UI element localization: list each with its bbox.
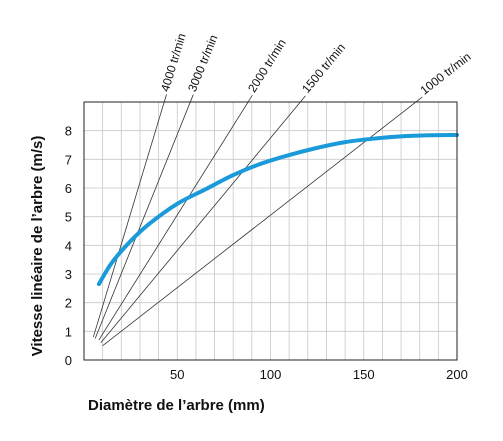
x-axis-title: Diamètre de l’arbre (mm) [88,397,265,414]
plot-area-frame [83,101,458,361]
y-tick-label: 6 [65,181,72,196]
rpm-reference-line [92,94,167,338]
rpm-label: 2000 tr/min [245,37,289,95]
rpm-reference-line [100,95,306,344]
rpm-label: 1500 tr/min [299,41,348,96]
x-tick-label: 200 [446,367,468,382]
y-tick-label: 5 [65,210,72,225]
rpm-label: 3000 tr/min [185,33,220,94]
y-tick-label: 7 [65,152,72,167]
x-tick-label: 100 [260,367,282,382]
y-tick-label: 2 [65,296,72,311]
x-axis-ticks: 50 100 150 200 [170,367,468,382]
rpm-label: 4000 tr/min [158,32,189,94]
y-tick-label: 0 [65,353,72,368]
y-tick-label: 8 [65,124,72,139]
chart-grid [84,102,457,360]
y-axis-title: Vitesse linéaire de l’arbre (m/s) [29,136,46,357]
x-tick-label: 50 [170,367,184,382]
rpm-label: 1000 tr/min [418,50,474,98]
speed-curve-line [96,132,459,287]
y-tick-label: 4 [65,238,72,253]
rpm-reference-line [98,95,253,341]
rpm-reference-line [94,94,194,339]
y-tick-label: 1 [65,324,72,339]
rpm-reference-lines [92,94,423,346]
y-tick-label: 3 [65,267,72,282]
speed-curve-series [96,132,459,287]
y-axis-ticks: 0 1 2 3 4 5 6 7 8 [65,124,72,368]
x-tick-label: 150 [353,367,375,382]
